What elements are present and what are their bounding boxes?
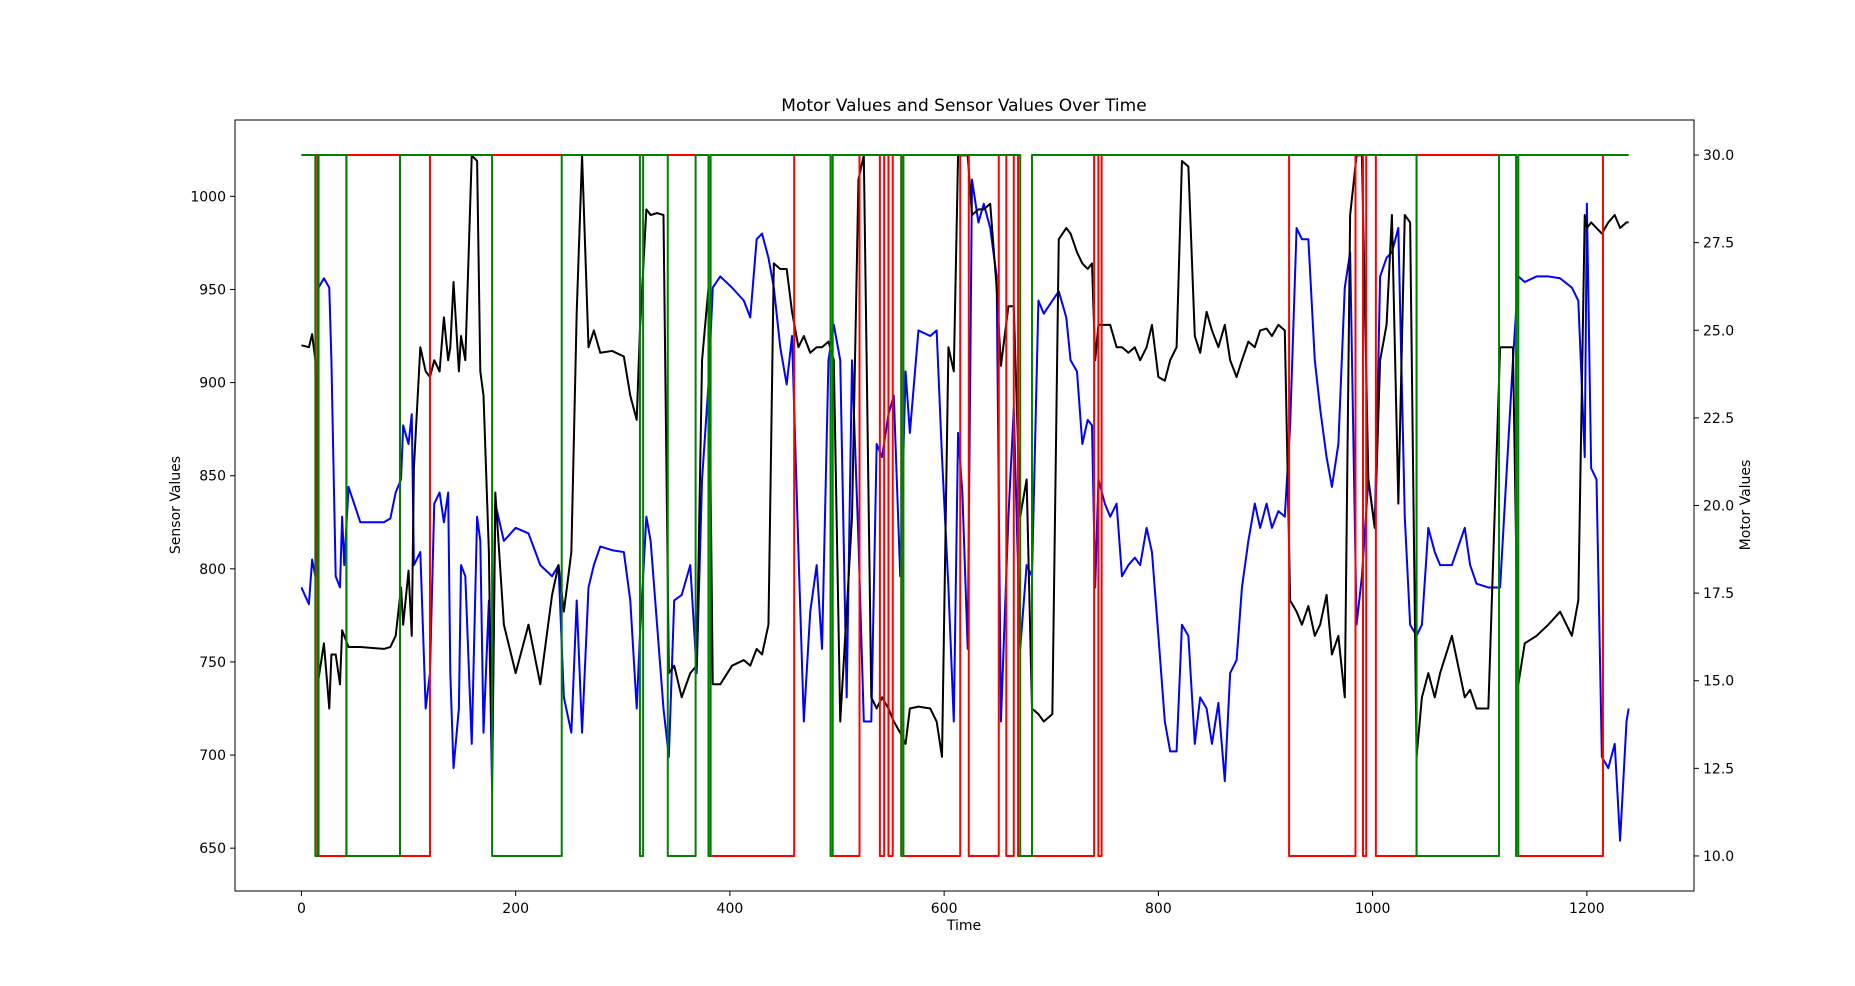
- y2-tick-label: 20.0: [1703, 499, 1734, 515]
- data-line: [301, 154, 1629, 857]
- x-tick-label: 1200: [1569, 901, 1605, 917]
- chart-title: Motor Values and Sensor Values Over Time: [781, 96, 1146, 116]
- data-line: [301, 154, 1629, 770]
- y2-tick-label: 15.0: [1703, 674, 1734, 690]
- y-tick-label: 800: [199, 562, 226, 578]
- y-axis-label: Sensor Values: [168, 456, 184, 554]
- x-tick-label: 1000: [1355, 901, 1391, 917]
- y-tick-label: 700: [199, 748, 226, 764]
- y2-axis-label: Motor Values: [1738, 460, 1754, 551]
- y-tick-label: 900: [199, 376, 226, 392]
- y-tick-label: 750: [199, 655, 226, 671]
- y-tick-label: 850: [199, 469, 226, 485]
- data-line: [301, 154, 1629, 857]
- x-tick-label: 0: [297, 901, 306, 917]
- x-tick-label: 400: [717, 901, 744, 917]
- x-tick-label: 800: [1145, 901, 1172, 917]
- y2-tick-label: 10.0: [1703, 849, 1734, 865]
- y2-tick-label: 30.0: [1703, 148, 1734, 164]
- x-tick-label: 200: [502, 901, 529, 917]
- plot-frame: [234, 119, 1695, 892]
- y2-tick-label: 12.5: [1703, 761, 1734, 777]
- y2-tick-label: 17.5: [1703, 586, 1734, 602]
- x-tick-label: 600: [931, 901, 958, 917]
- y-tick-label: 1000: [190, 189, 226, 205]
- y-tick-label: 950: [199, 282, 226, 298]
- x-axis-label: Time: [946, 918, 981, 934]
- y2-tick-label: 27.5: [1703, 236, 1734, 252]
- y2-tick-label: 25.0: [1703, 323, 1734, 339]
- y-tick-label: 650: [199, 841, 226, 857]
- y2-tick-label: 22.5: [1703, 411, 1734, 427]
